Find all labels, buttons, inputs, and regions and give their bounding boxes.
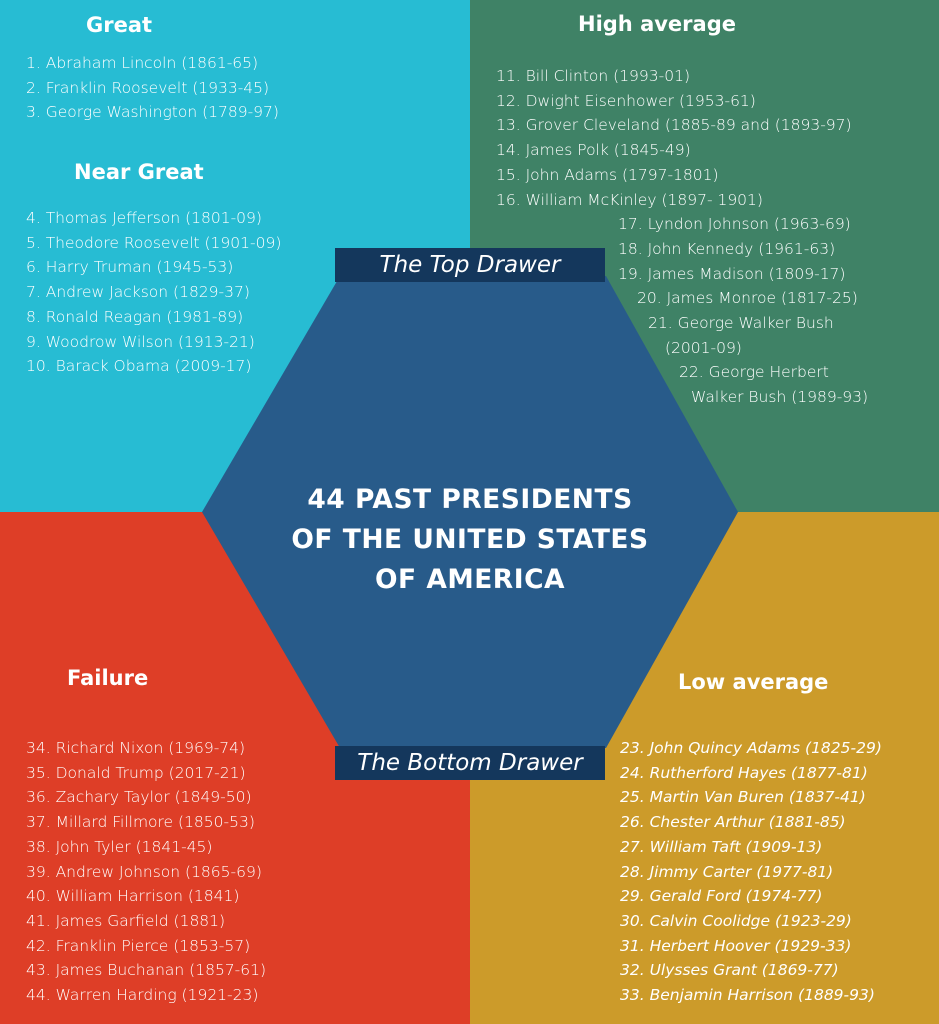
list-item: 21. George Walker Bush bbox=[648, 314, 834, 333]
list-item: 3. George Washington (1789-97) bbox=[26, 103, 279, 122]
list-item: 29. Gerald Ford (1974-77) bbox=[620, 887, 823, 906]
list-item: (2001-09) bbox=[665, 338, 742, 357]
list-item: 12. Dwight Eisenhower (1953-61) bbox=[496, 91, 756, 110]
list-item: 25. Martin Van Buren (1837-41) bbox=[620, 788, 866, 807]
list-item: 39. Andrew Johnson (1865-69) bbox=[26, 862, 262, 881]
list-item: 37. Millard Fillmore (1850-53) bbox=[26, 813, 255, 832]
list-item: 2. Franklin Roosevelt (1933-45) bbox=[26, 78, 270, 97]
near-great-list: 4. Thomas Jefferson (1801-09) 5. Theodor… bbox=[26, 206, 281, 379]
list-item: 26. Chester Arthur (1881-85) bbox=[620, 813, 846, 832]
list-item: 41. James Garfield (1881) bbox=[26, 911, 226, 930]
bottom-drawer-label: The Bottom Drawer bbox=[335, 746, 605, 780]
list-item: 44. Warren Harding (1921-23) bbox=[26, 986, 259, 1005]
list-item: 27. William Taft (1909-13) bbox=[620, 837, 823, 856]
list-item: 36. Zachary Taylor (1849-50) bbox=[26, 788, 252, 807]
near-great-heading: Near Great bbox=[74, 160, 204, 184]
list-item: 16. William McKinley (1897- 1901) bbox=[496, 190, 763, 209]
list-item: 30. Calvin Coolidge (1923-29) bbox=[620, 911, 852, 930]
list-item: 31. Herbert Hoover (1929-33) bbox=[620, 936, 852, 955]
list-item: 23. John Quincy Adams (1825-29) bbox=[620, 739, 882, 757]
list-item: 15. John Adams (1797-1801) bbox=[496, 165, 719, 184]
list-item: 17. Lyndon Johnson (1963-69) bbox=[618, 215, 851, 234]
page-title: 44 PAST PRESIDENTS OF THE UNITED STATES … bbox=[260, 480, 680, 600]
failure-list: 34. Richard Nixon (1969-74) 35. Donald T… bbox=[26, 736, 266, 1008]
list-item: 38. John Tyler (1841-45) bbox=[26, 837, 213, 856]
high-average-list: 11. Bill Clinton (1993-01) 12. Dwight Ei… bbox=[496, 64, 868, 410]
list-item: 6. Harry Truman (1945-53) bbox=[26, 258, 234, 277]
list-item: 1. Abraham Lincoln (1861-65) bbox=[26, 54, 259, 72]
title-line-2: OF THE UNITED STATES bbox=[291, 524, 649, 555]
list-item: 5. Theodore Roosevelt (1901-09) bbox=[26, 233, 282, 252]
list-item: 20. James Monroe (1817-25) bbox=[637, 289, 858, 308]
low-average-heading: Low average bbox=[678, 670, 829, 694]
list-item: 9. Woodrow Wilson (1913-21) bbox=[26, 332, 255, 351]
list-item: 43. James Buchanan (1857-61) bbox=[26, 961, 267, 980]
list-item: 18. John Kennedy (1961-63) bbox=[618, 239, 836, 258]
list-item: 33. Benjamin Harrison (1889-93) bbox=[620, 986, 875, 1005]
failure-heading: Failure bbox=[67, 666, 149, 690]
list-item: 24. Rutherford Hayes (1877-81) bbox=[620, 763, 868, 782]
list-item: Walker Bush (1989-93) bbox=[691, 388, 869, 407]
list-item: 19. James Madison (1809-17) bbox=[618, 264, 846, 283]
list-item: 11. Bill Clinton (1993-01) bbox=[496, 67, 690, 85]
list-item: 13. Grover Cleveland (1885-89 and (1893-… bbox=[496, 116, 852, 135]
list-item: 32. Ulysses Grant (1869-77) bbox=[620, 961, 839, 980]
great-list: 1. Abraham Lincoln (1861-65) 2. Franklin… bbox=[26, 51, 279, 125]
list-item: 10. Barack Obama (2009-17) bbox=[26, 357, 252, 376]
hexagon-shape bbox=[202, 276, 738, 748]
list-item: 40. William Harrison (1841) bbox=[26, 887, 240, 906]
list-item: 7. Andrew Jackson (1829-37) bbox=[26, 283, 250, 302]
list-item: 22. George Herbert bbox=[679, 363, 829, 382]
list-item: 35. Donald Trump (2017-21) bbox=[26, 763, 246, 782]
title-line-1: 44 PAST PRESIDENTS bbox=[307, 484, 633, 515]
list-item: 4. Thomas Jefferson (1801-09) bbox=[26, 209, 262, 227]
top-drawer-label: The Top Drawer bbox=[335, 248, 605, 282]
great-heading: Great bbox=[86, 13, 153, 37]
low-average-list: 23. John Quincy Adams (1825-29) 24. Ruth… bbox=[620, 736, 882, 1008]
high-average-heading: High average bbox=[578, 12, 736, 36]
list-item: 8. Ronald Reagan (1981-89) bbox=[26, 307, 244, 326]
list-item: 42. Franklin Pierce (1853-57) bbox=[26, 936, 251, 955]
list-item: 14. James Polk (1845-49) bbox=[496, 141, 691, 160]
title-line-3: OF AMERICA bbox=[374, 564, 566, 595]
list-item: 28. Jimmy Carter (1977-81) bbox=[620, 862, 834, 881]
list-item: 34. Richard Nixon (1969-74) bbox=[26, 739, 246, 757]
